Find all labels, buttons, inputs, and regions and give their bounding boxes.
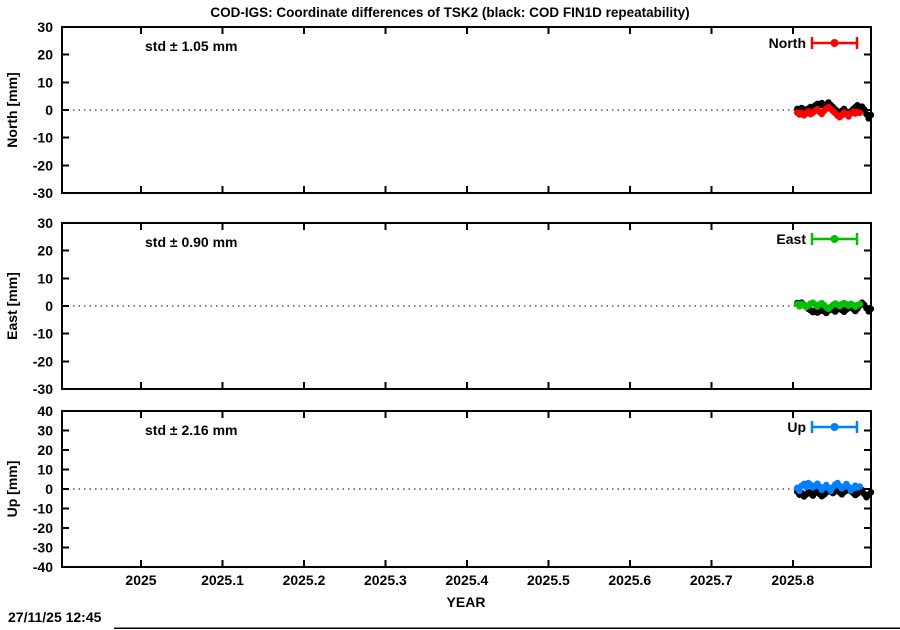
panel-border [61, 222, 872, 390]
y-tick-label: 10 [37, 74, 53, 90]
x-tick-label: 2025.8 [771, 572, 814, 588]
legend-point [830, 235, 839, 243]
x-tick-label: 2025.2 [283, 572, 326, 588]
y-tick-label: 20 [37, 442, 53, 458]
x-axis-title: YEAR [447, 594, 486, 610]
y-tick-label: -20 [33, 157, 53, 173]
series-up [794, 479, 864, 495]
series-north [794, 103, 864, 121]
y-tick-label: 10 [37, 462, 53, 478]
panels-group: 30 20 10 0 -10 -20 -30 North [mm] std ± 1.05 mm N… [4, 19, 875, 575]
x-tick-label: 2025 [125, 572, 156, 588]
y-tick-label: 30 [37, 215, 53, 231]
y-tick-label: -30 [33, 381, 53, 397]
x-tick-label: 2025.3 [364, 572, 407, 588]
y-tick-label: -10 [33, 130, 53, 146]
panel-north: 30 20 10 0 -10 -20 -30 North [mm] std ± 1.05 mm N… [4, 19, 875, 201]
legend-point [830, 423, 839, 431]
data-point [856, 109, 864, 117]
series-east [794, 299, 864, 313]
x-tick-label: 2025.4 [445, 572, 488, 588]
y-axis-title: East [mm] [4, 272, 20, 340]
y-tick-label: -10 [33, 326, 53, 342]
timestamp: 27/11/25 12:45 [8, 609, 102, 625]
chart-title: COD-IGS: Coordinate differences of TSK2 … [210, 5, 689, 20]
y-tick-label: -20 [33, 520, 53, 536]
legend-label: East [776, 231, 806, 247]
y-tick-label: 30 [37, 19, 53, 35]
y-tick-label: 0 [45, 481, 53, 497]
y-tick-label: 0 [45, 102, 53, 118]
y-axis-title: Up [mm] [4, 461, 20, 518]
x-tick-label: 2025.6 [608, 572, 651, 588]
legend-label: North [769, 35, 806, 51]
y-tick-label: 40 [37, 403, 53, 419]
panel-up: 40 30 20 10 0 -10 -20 -30 -40 Up [mm] std ± 2.16 m… [4, 403, 875, 575]
std-annotation: std ± 1.05 mm [145, 38, 238, 54]
std-annotation: std ± 0.90 mm [145, 234, 238, 250]
y-axis-title: North [mm] [4, 72, 20, 147]
y-tick-label: 0 [45, 298, 53, 314]
x-tick-label: 2025.1 [201, 572, 244, 588]
y-tick-label: -30 [33, 185, 53, 201]
data-point [856, 300, 864, 308]
data-point [856, 483, 864, 490]
panel-east: 30 20 10 0 -10 -20 -30 East [mm] std ± 0.90 mm Ea… [4, 215, 875, 397]
x-axis-labels: 2025 2025.1 2025.2 2025.3 2025.4 2025.5 2025.6… [125, 572, 814, 588]
y-tick-label: -40 [33, 559, 53, 575]
x-tick-label: 2025.5 [527, 572, 570, 588]
y-tick-label: -20 [33, 353, 53, 369]
y-tick-label: 10 [37, 270, 53, 286]
legend-point [830, 39, 839, 47]
y-tick-label: -30 [33, 540, 53, 556]
x-tick-label: 2025.7 [690, 572, 733, 588]
data-point [796, 487, 803, 495]
y-tick-label: 20 [37, 47, 53, 63]
panel-border [61, 410, 872, 568]
y-tick-label: -10 [33, 501, 53, 517]
std-annotation: std ± 2.16 mm [145, 422, 238, 438]
panel-border [61, 26, 872, 194]
legend-label: Up [787, 419, 806, 435]
y-tick-label: 20 [37, 243, 53, 259]
y-tick-label: 30 [37, 423, 53, 439]
